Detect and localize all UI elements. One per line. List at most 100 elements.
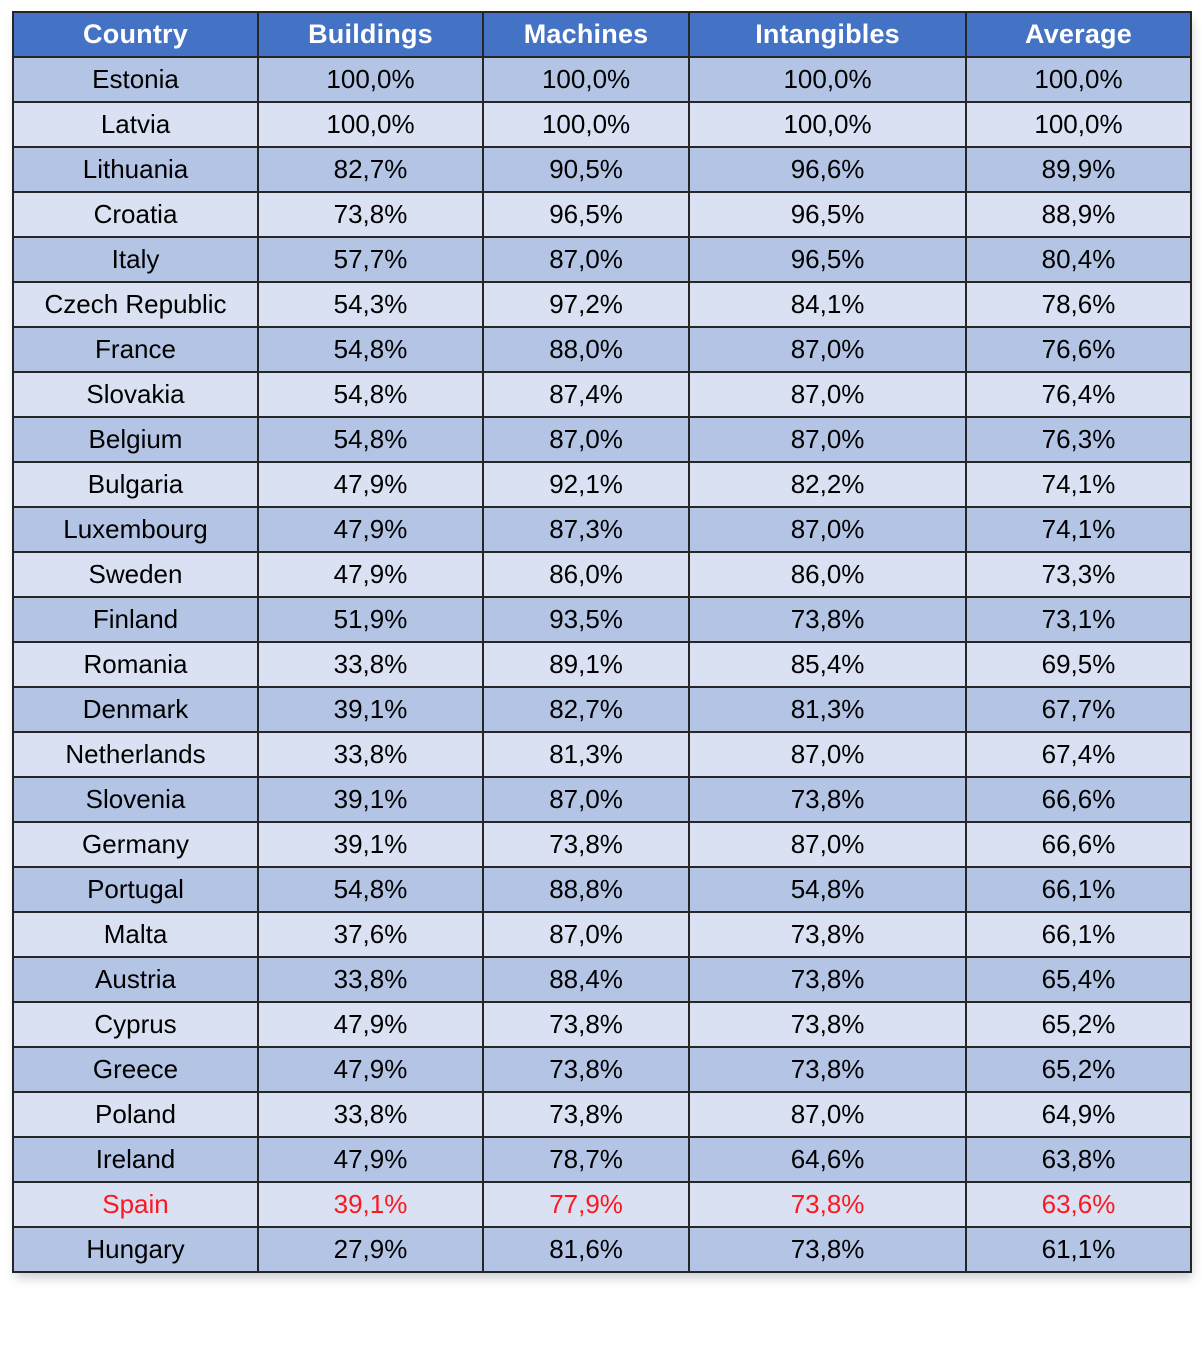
table-row-czech-republic: Czech Republic 54,3% 97,2% 84,1% 78,6% (11, 281, 1193, 328)
table-row-italy: Italy 57,7% 87,0% 96,5% 80,4% (11, 236, 1193, 283)
intangibles-value-cell: 73,8% (688, 911, 967, 958)
average-value-cell: 65,2% (964, 1046, 1193, 1093)
machines-value-cell: 88,0% (481, 326, 691, 373)
intangibles-value-cell: 96,5% (688, 191, 967, 238)
average-value-cell: 89,9% (964, 146, 1193, 193)
country-cell: Greece (11, 1046, 260, 1093)
column-header-buildings: Buildings (257, 11, 484, 58)
machines-value-cell: 86,0% (481, 551, 691, 598)
country-cell: Portugal (11, 866, 260, 913)
average-value-cell: 66,6% (964, 776, 1193, 823)
machines-value-cell: 87,4% (481, 371, 691, 418)
table-row-slovenia: Slovenia 39,1% 87,0% 73,8% 66,6% (11, 776, 1193, 823)
buildings-value-cell: 39,1% (257, 686, 484, 733)
table-row-ireland: Ireland 47,9% 78,7% 64,6% 63,8% (11, 1136, 1193, 1183)
average-value-cell: 65,4% (964, 956, 1193, 1003)
average-value-cell: 66,6% (964, 821, 1193, 868)
buildings-value-cell: 100,0% (257, 101, 484, 148)
average-value-cell: 100,0% (964, 101, 1193, 148)
average-value-cell: 76,3% (964, 416, 1193, 463)
country-cell: Czech Republic (11, 281, 260, 328)
intangibles-value-cell: 73,8% (688, 956, 967, 1003)
average-value-cell: 67,4% (964, 731, 1193, 778)
intangibles-value-cell: 100,0% (688, 56, 967, 103)
buildings-value-cell: 54,8% (257, 416, 484, 463)
buildings-value-cell: 54,3% (257, 281, 484, 328)
average-value-cell: 61,1% (964, 1226, 1193, 1273)
buildings-value-cell: 100,0% (257, 56, 484, 103)
table-row-slovakia: Slovakia 54,8% 87,4% 87,0% 76,4% (11, 371, 1193, 418)
intangibles-value-cell: 96,6% (688, 146, 967, 193)
country-cell: Denmark (11, 686, 260, 733)
intangibles-value-cell: 87,0% (688, 506, 967, 553)
intangibles-value-cell: 73,8% (688, 1046, 967, 1093)
column-header-machines: Machines (481, 11, 691, 58)
intangibles-value-cell: 82,2% (688, 461, 967, 508)
buildings-value-cell: 47,9% (257, 461, 484, 508)
intangibles-value-cell: 54,8% (688, 866, 967, 913)
table-row-greece: Greece 47,9% 73,8% 73,8% 65,2% (11, 1046, 1193, 1093)
country-cell: Malta (11, 911, 260, 958)
country-cell: Estonia (11, 56, 260, 103)
country-cell: Poland (11, 1091, 260, 1138)
country-cell: Slovakia (11, 371, 260, 418)
intangibles-value-cell: 81,3% (688, 686, 967, 733)
intangibles-value-cell: 87,0% (688, 416, 967, 463)
intangibles-value-cell: 87,0% (688, 326, 967, 373)
table-row-austria: Austria 33,8% 88,4% 73,8% 65,4% (11, 956, 1193, 1003)
average-value-cell: 66,1% (964, 866, 1193, 913)
machines-value-cell: 96,5% (481, 191, 691, 238)
buildings-value-cell: 47,9% (257, 1001, 484, 1048)
country-cell: Belgium (11, 416, 260, 463)
country-cell: Hungary (11, 1226, 260, 1273)
machines-value-cell: 87,0% (481, 416, 691, 463)
intangibles-value-cell: 100,0% (688, 101, 967, 148)
machines-value-cell: 73,8% (481, 1001, 691, 1048)
buildings-value-cell: 27,9% (257, 1226, 484, 1273)
country-cell: Cyprus (11, 1001, 260, 1048)
buildings-value-cell: 54,8% (257, 371, 484, 418)
table-row-bulgaria: Bulgaria 47,9% 92,1% 82,2% 74,1% (11, 461, 1193, 508)
machines-value-cell: 100,0% (481, 101, 691, 148)
table-row-romania: Romania 33,8% 89,1% 85,4% 69,5% (11, 641, 1193, 688)
buildings-value-cell: 33,8% (257, 1091, 484, 1138)
intangibles-value-cell: 84,1% (688, 281, 967, 328)
average-value-cell: 63,6% (964, 1181, 1193, 1228)
table-row-portugal: Portugal 54,8% 88,8% 54,8% 66,1% (11, 866, 1193, 913)
country-cell: Austria (11, 956, 260, 1003)
average-value-cell: 76,4% (964, 371, 1193, 418)
country-cell: Germany (11, 821, 260, 868)
buildings-value-cell: 73,8% (257, 191, 484, 238)
average-value-cell: 73,1% (964, 596, 1193, 643)
country-depreciation-table: Country Buildings Machines Intangibles Avera… (11, 11, 1193, 1273)
average-value-cell: 76,6% (964, 326, 1193, 373)
buildings-value-cell: 39,1% (257, 776, 484, 823)
country-cell: Romania (11, 641, 260, 688)
buildings-value-cell: 47,9% (257, 1046, 484, 1093)
machines-value-cell: 92,1% (481, 461, 691, 508)
table-row-sweden: Sweden 47,9% 86,0% 86,0% 73,3% (11, 551, 1193, 598)
machines-value-cell: 73,8% (481, 1091, 691, 1138)
machines-value-cell: 97,2% (481, 281, 691, 328)
table-row-belgium: Belgium 54,8% 87,0% 87,0% 76,3% (11, 416, 1193, 463)
table-row-cyprus: Cyprus 47,9% 73,8% 73,8% 65,2% (11, 1001, 1193, 1048)
column-header-average: Average (964, 11, 1193, 58)
country-cell: Italy (11, 236, 260, 283)
intangibles-value-cell: 87,0% (688, 371, 967, 418)
average-value-cell: 73,3% (964, 551, 1193, 598)
table-row-germany: Germany 39,1% 73,8% 87,0% 66,6% (11, 821, 1193, 868)
column-header-country: Country (11, 11, 260, 58)
country-cell: Sweden (11, 551, 260, 598)
header-row: Country Buildings Machines Intangibles Avera… (11, 11, 1193, 58)
buildings-value-cell: 39,1% (257, 1181, 484, 1228)
table-body: Estonia 100,0% 100,0% 100,0% 100,0% Latvia 100… (11, 56, 1193, 1273)
table-row-hungary: Hungary 27,9% 81,6% 73,8% 61,1% (11, 1226, 1193, 1273)
buildings-value-cell: 47,9% (257, 506, 484, 553)
table-row-estonia: Estonia 100,0% 100,0% 100,0% 100,0% (11, 56, 1193, 103)
buildings-value-cell: 47,9% (257, 551, 484, 598)
country-cell: Luxembourg (11, 506, 260, 553)
buildings-value-cell: 47,9% (257, 1136, 484, 1183)
intangibles-value-cell: 87,0% (688, 731, 967, 778)
buildings-value-cell: 51,9% (257, 596, 484, 643)
